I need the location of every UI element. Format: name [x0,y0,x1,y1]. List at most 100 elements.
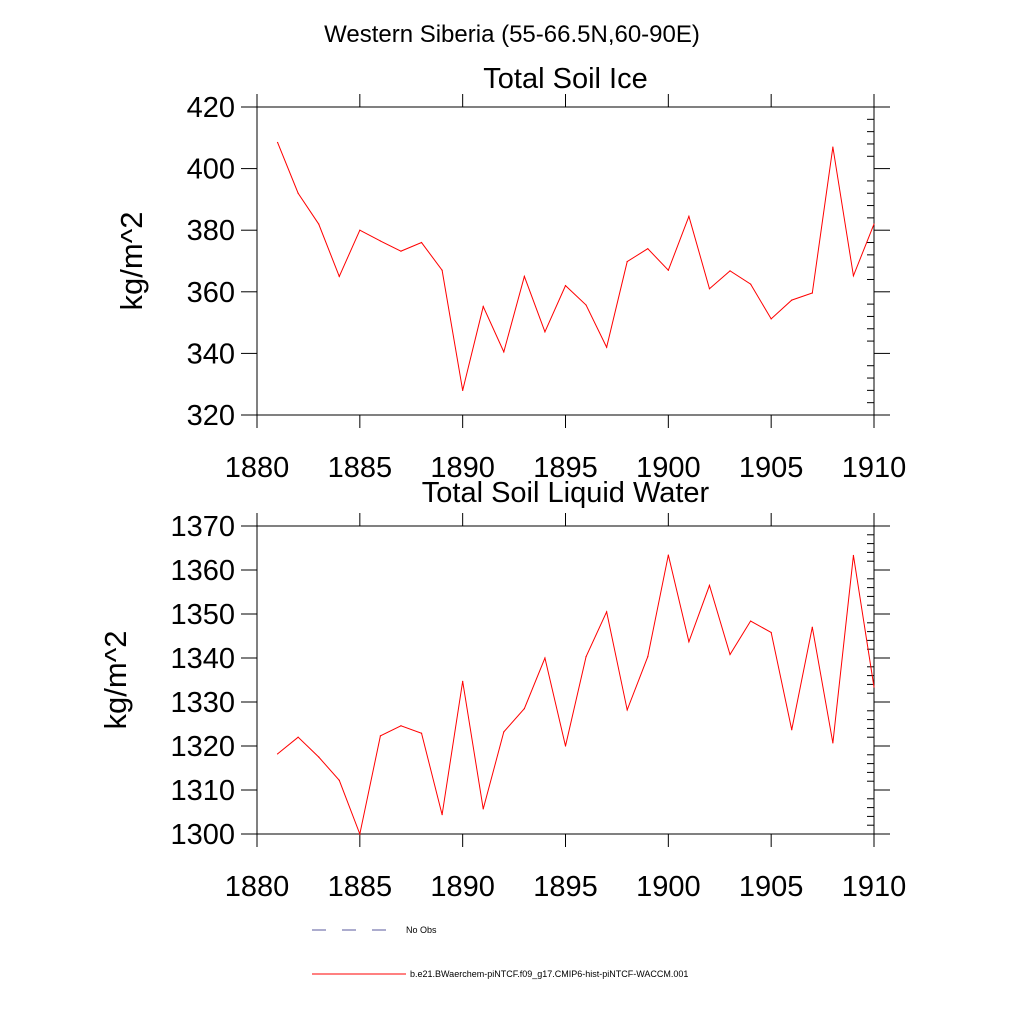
data-point [750,283,752,285]
x-tick-label: 1885 [328,871,393,903]
data-point [873,223,875,225]
data-point [688,641,690,643]
y-tick-label: 420 [187,92,235,124]
panel-title: Total Soil Liquid Water [422,477,710,509]
data-point [647,656,649,658]
y-tick-label: 1300 [170,819,235,851]
x-tick-label: 1910 [842,871,907,903]
data-point [811,626,813,628]
data-point [852,275,855,277]
data-point [523,275,525,277]
data-point [708,288,711,290]
data-point [585,656,587,658]
data-point [503,731,505,733]
data-point [482,808,484,810]
data-point [667,554,669,556]
data-point [400,725,402,727]
panel-total-soil-ice: Total Soil Ice kg/m^2 1880 1885 1890 1895 1900… [114,63,906,484]
data-point [318,223,320,225]
data-point [441,814,443,816]
legend-obs-label: No Obs [406,925,437,935]
data-point [379,240,381,242]
data-point [647,248,649,250]
x-tick-label: 1900 [636,452,701,484]
y-tick-label: 1310 [170,775,235,807]
y-tick-label: 1360 [170,555,235,587]
data-point [770,631,772,634]
y-tick-label: 360 [187,277,235,309]
data-point [708,584,711,587]
data-point [544,657,546,659]
y-axis-label: kg/m^2 [114,212,149,311]
legend: No Obs b.e21.BWaerchem-piNTCF.f09_g17.CM… [312,925,688,979]
data-point [832,146,834,148]
x-tick-label: 1905 [739,452,804,484]
data-point [420,732,423,734]
y-tick-label: 1340 [170,643,235,675]
data-point [729,653,731,656]
data-point [832,742,834,744]
data-point [359,833,361,835]
data-point [791,299,793,301]
data-point [338,779,340,781]
data-point [420,241,423,244]
y-tick-label: 1320 [170,731,235,763]
series-line [277,142,875,391]
data-point [359,229,361,231]
data-point [564,285,567,287]
figure-title: Western Siberia (55-66.5N,60-90E) [324,21,700,48]
panel-title: Total Soil Ice [483,63,647,95]
y-tick-label: 1330 [170,687,235,719]
data-point [770,318,772,320]
data-point [318,756,320,758]
x-tick-label: 1880 [225,452,290,484]
data-point [338,275,340,277]
y-axis-label: kg/m^2 [98,631,133,730]
data-point [482,305,484,308]
legend-model-label: b.e21.BWaerchem-piNTCF.f09_g17.CMIP6-his… [410,969,688,979]
data-point [626,261,628,263]
x-tick-label: 1900 [636,871,701,903]
y-tick-label: 340 [187,338,235,370]
data-point [626,709,628,711]
x-tick-label: 1905 [739,871,804,903]
data-point [750,620,752,622]
data-point [276,753,279,755]
data-point [811,292,813,294]
y-tick-label: 400 [187,154,235,186]
panel-total-soil-liquid-water: Total Soil Liquid Water kg/m^2 1880 1885 189… [98,477,906,903]
data-point [667,269,669,271]
data-point [852,554,855,557]
data-point [606,346,608,348]
data-point [729,270,731,272]
x-tick-label: 1880 [225,871,290,903]
x-tick-label: 1890 [430,871,495,903]
data-point [441,269,443,271]
data-point [873,686,875,688]
data-point [379,735,381,737]
data-point [503,351,505,353]
x-tick-label: 1910 [842,452,907,484]
y-tick-label: 1350 [170,599,235,631]
data-point [791,729,793,731]
x-tick-label: 1890 [430,452,495,484]
series-line [277,554,875,836]
data-point [585,304,587,306]
data-point [523,708,525,710]
y-tick-label: 320 [187,400,235,432]
x-tick-label: 1895 [533,452,598,484]
plot-frame [256,106,875,416]
data-point [297,192,299,194]
data-point [462,680,464,682]
x-tick-label: 1885 [328,452,393,484]
x-tick-label: 1895 [533,871,598,903]
data-point [544,331,546,333]
data-point [400,250,402,252]
data-point [462,389,464,391]
data-point [276,141,279,144]
y-tick-label: 380 [187,215,235,247]
data-point [297,736,299,738]
data-point [564,745,567,747]
y-tick-label: 1370 [170,511,235,543]
